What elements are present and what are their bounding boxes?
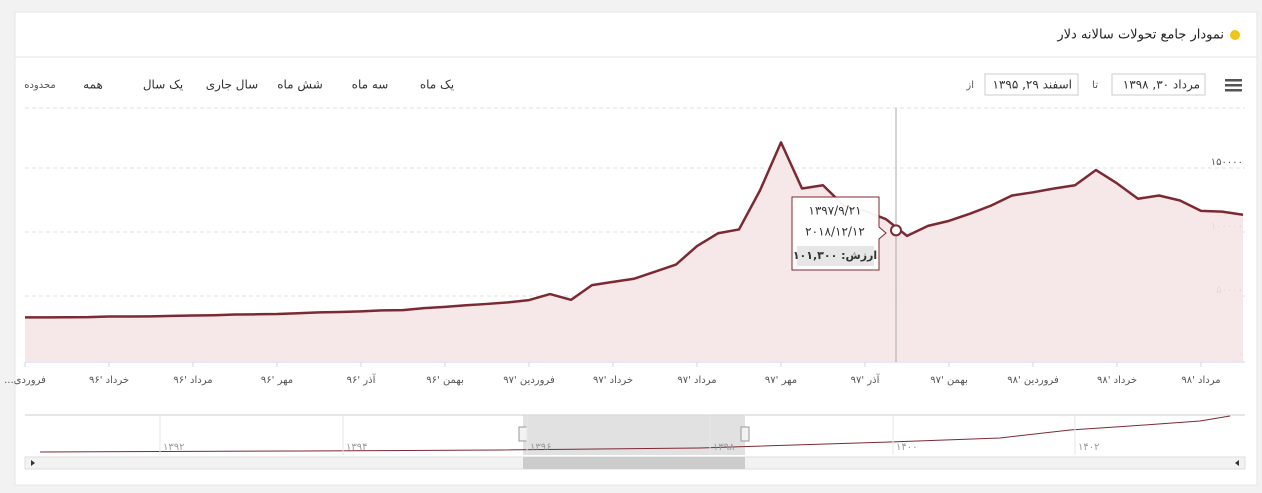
range-button[interactable]: سال جاری	[206, 78, 259, 93]
x-tick-label: فروردین '۹۷	[503, 375, 555, 386]
range-button[interactable]: یک سال	[143, 78, 183, 92]
to-date-box[interactable]	[1111, 73, 1206, 96]
tooltip-value-bg	[797, 246, 874, 266]
x-tick-label: مرداد '۹۶	[173, 375, 212, 386]
zoom-label: محدوده	[24, 80, 56, 91]
x-tick-label: بهمن '۹۷	[930, 375, 967, 386]
range-button[interactable]: سه ماه	[352, 78, 389, 92]
navigator-label: ۱۳۹۴	[346, 442, 367, 453]
x-tick-label: ...فروردی	[4, 375, 46, 386]
tooltip-value-text: ۱۰۱,۳۰۰	[793, 249, 837, 262]
navigator-label: ۱۳۹۸	[713, 442, 735, 453]
x-tick-label: آذر '۹۶	[347, 373, 377, 386]
navigator-handle[interactable]	[740, 426, 750, 442]
navigator-label: ۱۳۹۲	[163, 442, 184, 453]
range-buttons: یک ماه سه ماه شش ماه سال جاری یک سال همه	[83, 78, 454, 93]
menu-icon[interactable]	[1225, 79, 1242, 92]
range-button[interactable]: یک ماه	[420, 78, 454, 92]
from-label: از	[965, 80, 974, 91]
x-tick-label: مرداد '۹۸	[1181, 375, 1220, 386]
title-dot	[1230, 30, 1240, 40]
header-title: نمودار جامع تحولات سالانه دلار	[1056, 28, 1224, 43]
x-tick-label: مرداد '۹۷	[677, 375, 716, 386]
to-date[interactable]: مرداد ۳۰, ۱۳۹۸	[1123, 78, 1200, 93]
x-tick-label: مهر '۹۶	[261, 375, 293, 386]
navigator-label: ۱۳۹۶	[530, 442, 551, 453]
x-tick-label: خرداد '۹۷	[593, 375, 633, 386]
x-tick-label: خرداد '۹۸	[1097, 375, 1137, 386]
tooltip-date-gregorian: ۲۰۱۸/۱۲/۱۲	[805, 225, 865, 239]
line	[25, 141, 1244, 319]
navigator-label: ۱۴۰۰	[896, 442, 917, 453]
x-tick-label: بهمن '۹۶	[426, 375, 463, 386]
x-tick-label: مهر '۹۷	[765, 375, 797, 386]
tooltip-value-label: ارزش:	[841, 249, 877, 262]
scrollbar-thumb[interactable]	[523, 457, 745, 469]
range-button[interactable]: همه	[83, 78, 103, 92]
y-tick-label: ۱۵۰۰۰۰	[1211, 157, 1243, 168]
navigator-line	[39, 415, 1231, 453]
navigator: ۱۳۹۲ ۱۳۹۴ ۱۳۹۶ ۱۳۹۸ ۱۴۰۰ ۱۴۰۲	[24, 414, 1246, 470]
x-tick-label: فروردین '۹۸	[1007, 375, 1059, 386]
from-date[interactable]: اسفند ۲۹, ۱۳۹۵	[992, 78, 1072, 92]
tooltip-value: ارزش: ۱۰۱,۳۰۰	[793, 249, 877, 262]
navigator-label: ۱۴۰۲	[1078, 442, 1099, 453]
area-fill	[25, 142, 1243, 362]
x-tick-label: آذر '۹۷	[851, 373, 881, 386]
to-label: تا	[1092, 80, 1098, 91]
tooltip-date: ۱۳۹۷/۹/۲۱	[808, 204, 861, 218]
hover-marker	[890, 224, 902, 237]
x-tick-label: خرداد '۹۶	[89, 375, 129, 386]
navigator-handle[interactable]	[518, 426, 528, 442]
range-button[interactable]: شش ماه	[277, 78, 323, 93]
from-date-box[interactable]	[984, 73, 1079, 96]
